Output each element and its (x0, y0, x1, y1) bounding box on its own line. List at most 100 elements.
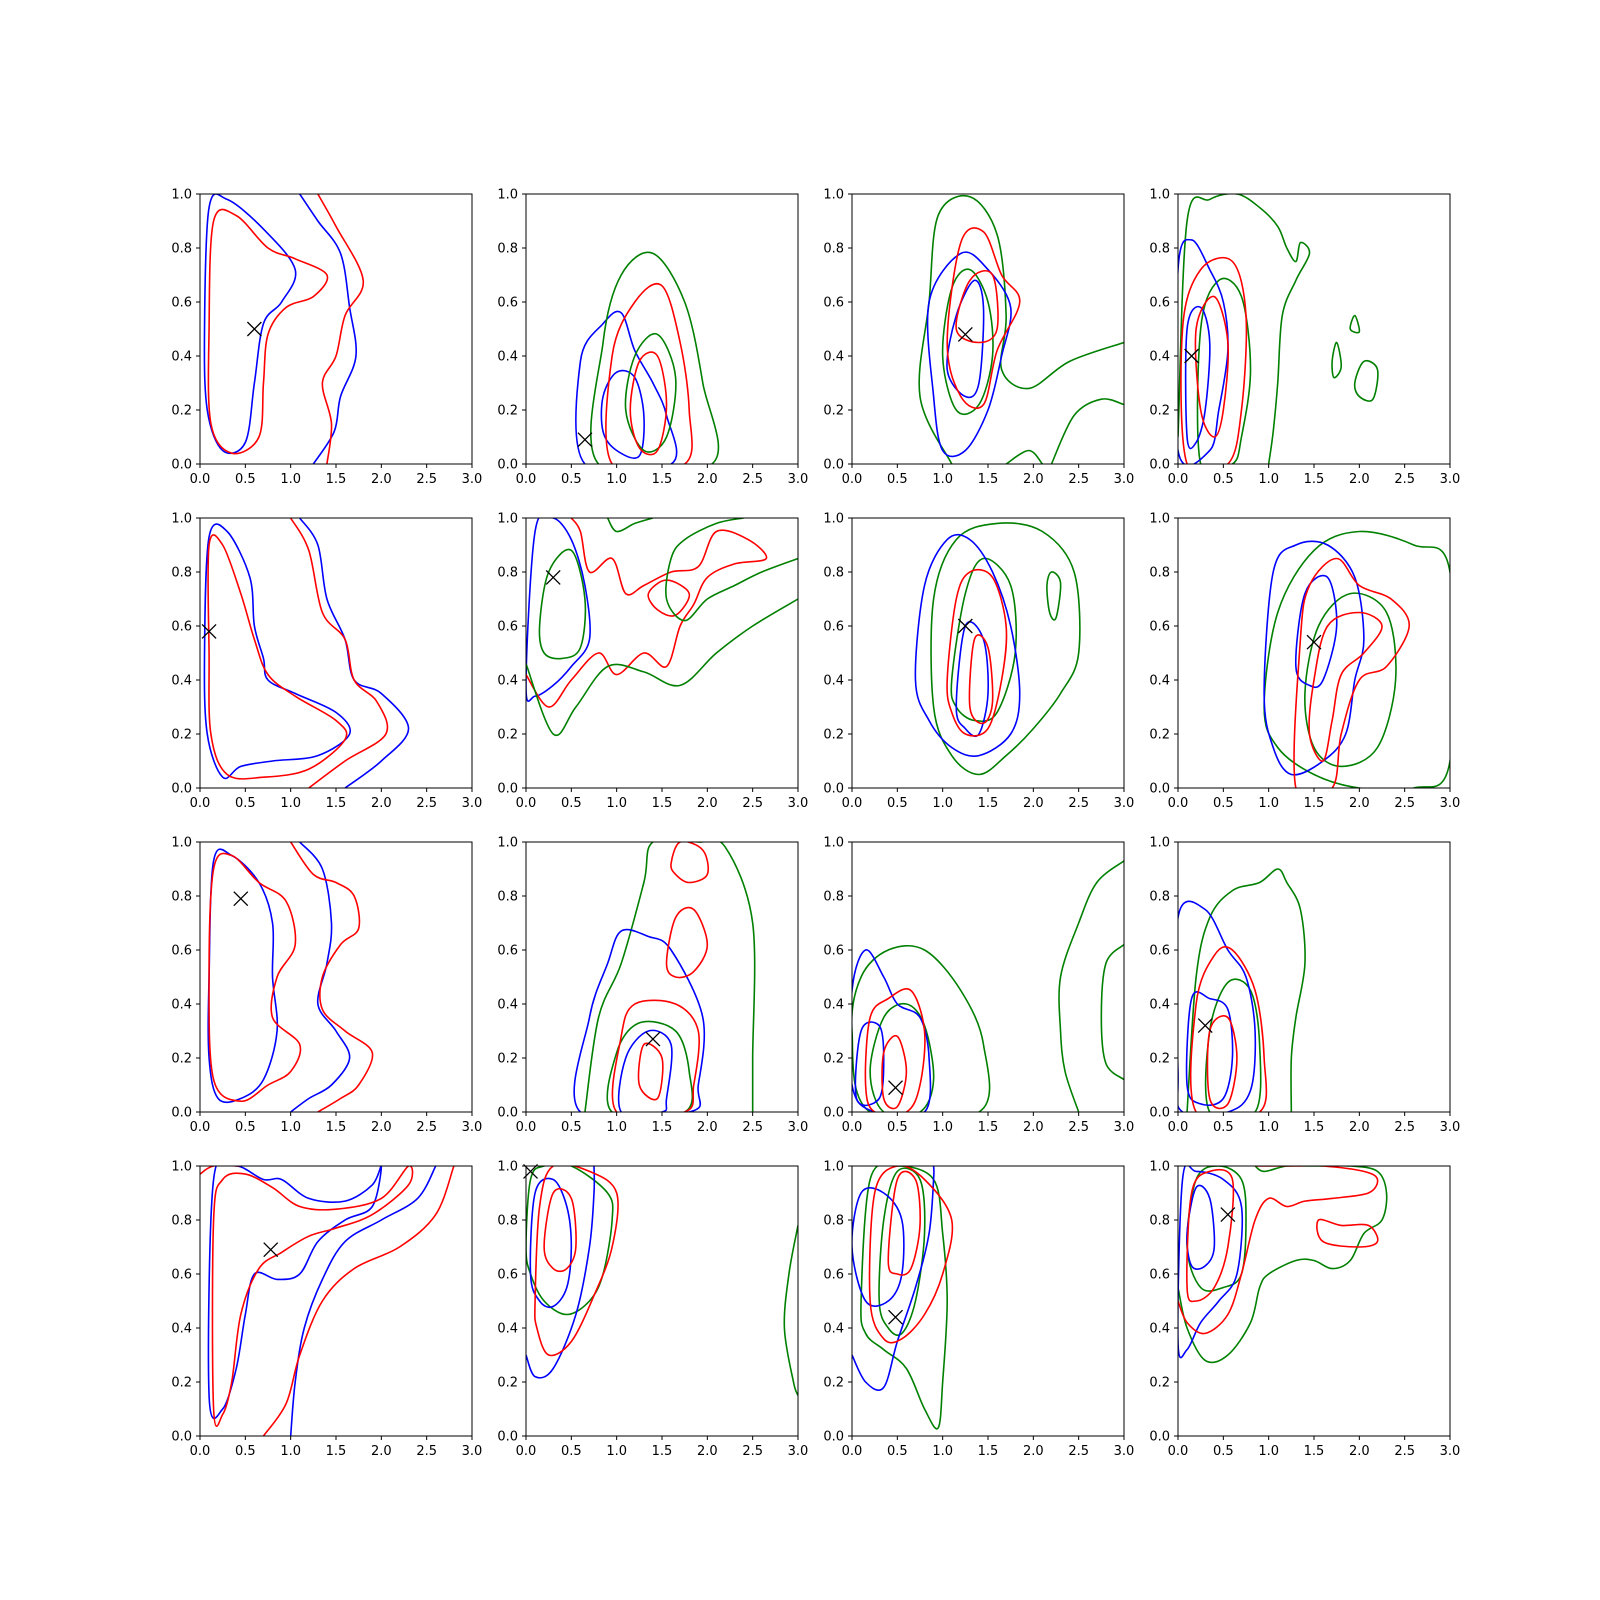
contour-red-3 (207, 534, 348, 780)
x-tick-label: 0.0 (190, 1444, 211, 1459)
x-tick-label: 1.5 (1304, 1120, 1325, 1135)
y-tick-label: 1.0 (497, 836, 518, 851)
contour-red-4 (647, 579, 691, 617)
y-tick-label: 0.2 (497, 1052, 518, 1067)
subplot-r2-c1: 0.0 0.5 1.0 1.5 2.0 2.5 3.0 0.0 0.2 0.4 0.6 0.8 1.0 (171, 512, 482, 812)
y-tick-label: 0.4 (497, 1322, 518, 1337)
x-tick-label: 2.5 (1394, 1120, 1415, 1135)
contour-blue-4 (529, 1177, 573, 1309)
contour-red-5 (262, 1166, 455, 1436)
x-tick-label: 0.5 (1213, 1444, 1234, 1459)
x-tick-label: 1.5 (326, 796, 347, 811)
y-tick-label: 0.4 (497, 674, 518, 689)
contour-red-4 (289, 518, 389, 788)
contour-blue-6 (1178, 238, 1229, 464)
x-tick-label: 2.0 (1349, 1444, 1370, 1459)
y-tick-label: 0.2 (823, 404, 844, 419)
x-tick-label: 2.5 (742, 796, 763, 811)
contour-green-7 (606, 518, 654, 533)
contour-green-2 (606, 1020, 694, 1112)
y-tick-label: 0.8 (823, 566, 844, 581)
contour-red-7 (864, 988, 926, 1112)
y-tick-label: 0.2 (823, 728, 844, 743)
x-tick-label: 2.0 (697, 1120, 718, 1135)
y-tick-label: 0.8 (171, 566, 192, 581)
y-tick-label: 0.0 (823, 458, 844, 473)
x-tick-label: 2.5 (416, 472, 437, 487)
contour-blue-7 (1184, 305, 1211, 450)
x-tick-label: 0.0 (190, 796, 211, 811)
x-marker (1197, 1018, 1213, 1034)
x-tick-label: 3.0 (1440, 1444, 1461, 1459)
y-tick-label: 0.6 (823, 1268, 844, 1283)
x-tick-label: 2.5 (1068, 1444, 1089, 1459)
contour-layer (852, 1166, 954, 1430)
x-tick-label: 3.0 (1114, 796, 1135, 811)
contour-green-5 (526, 598, 798, 737)
x-tick-label: 0.5 (887, 796, 908, 811)
x-tick-label: 2.0 (1349, 472, 1370, 487)
y-tick-label: 0.6 (1149, 296, 1170, 311)
contour-blue-2 (600, 369, 645, 459)
x-tick-label: 0.0 (842, 796, 863, 811)
contour-blue-5 (852, 949, 932, 1112)
contour-blue-6 (854, 1021, 885, 1107)
y-tick-label: 0.8 (171, 890, 192, 905)
x-tick-label: 3.0 (788, 796, 809, 811)
contour-layer (207, 842, 374, 1112)
contour-layer (203, 518, 410, 788)
y-tick-label: 0.8 (1149, 1214, 1170, 1229)
y-tick-label: 0.8 (497, 1214, 518, 1229)
subplot-r4-c4: 0.0 0.5 1.0 1.5 2.0 2.5 3.0 0.0 0.2 0.4 0.6 0.8 1.0 (1149, 1160, 1460, 1460)
x-marker (1184, 348, 1200, 364)
x-tick-label: 2.0 (1349, 1120, 1370, 1135)
y-tick-label: 0.4 (497, 350, 518, 365)
subplot-r1-c3: 0.0 0.5 1.0 1.5 2.0 2.5 3.0 0.0 0.2 0.4 0.6 0.8 1.0 (823, 188, 1134, 488)
contour-red-6 (1178, 1166, 1379, 1335)
subplot-r1-c2: 0.0 0.5 1.0 1.5 2.0 2.5 3.0 0.0 0.2 0.4 0.6 0.8 1.0 (497, 188, 808, 488)
x-tick-label: 0.5 (235, 1444, 256, 1459)
x-tick-label: 0.5 (561, 472, 582, 487)
x-tick-label: 1.0 (606, 1120, 627, 1135)
x-tick-label: 2.0 (697, 1444, 718, 1459)
y-tick-label: 0.4 (823, 674, 844, 689)
y-tick-label: 1.0 (497, 1160, 518, 1175)
contour-layer (918, 195, 1124, 464)
y-tick-label: 0.2 (1149, 1052, 1170, 1067)
x-marker (1306, 634, 1322, 650)
contour-green-1 (1263, 530, 1450, 788)
subplot-r3-c1: 0.0 0.5 1.0 1.5 2.0 2.5 3.0 0.0 0.2 0.4 0.6 0.8 1.0 (171, 836, 482, 1136)
y-tick-label: 0.4 (823, 350, 844, 365)
y-tick-label: 0.4 (171, 998, 192, 1013)
contour-blue-4 (617, 1029, 673, 1112)
contour-red-3 (526, 518, 768, 708)
contour-red-5 (868, 1166, 954, 1344)
subplot-r2-c3: 0.0 0.5 1.0 1.5 2.0 2.5 3.0 0.0 0.2 0.4 0.6 0.8 1.0 (823, 512, 1134, 812)
y-tick-label: 0.0 (823, 782, 844, 797)
y-tick-label: 0.8 (823, 242, 844, 257)
contour-red-7 (1316, 1218, 1379, 1248)
contour-blue-1 (207, 848, 279, 1104)
contour-red-5 (1293, 557, 1411, 788)
x-tick-label: 3.0 (1440, 796, 1461, 811)
y-tick-label: 0.8 (171, 1214, 192, 1229)
x-tick-label: 1.0 (932, 1444, 953, 1459)
contour-green-1 (584, 842, 756, 1112)
y-tick-label: 0.8 (497, 242, 518, 257)
axes-frame (1177, 841, 1451, 1113)
x-tick-label: 1.0 (1258, 472, 1279, 487)
x-tick-label: 2.5 (416, 1120, 437, 1135)
y-tick-label: 0.4 (171, 1322, 192, 1337)
y-tick-label: 0.2 (1149, 1376, 1170, 1391)
x-tick-label: 2.0 (1023, 1444, 1044, 1459)
contour-green-1 (1186, 868, 1306, 1112)
contour-blue-1 (207, 1166, 383, 1420)
contour-blue-1 (575, 310, 678, 464)
x-tick-label: 1.5 (1304, 796, 1325, 811)
subplot-r3-c3: 0.0 0.5 1.0 1.5 2.0 2.5 3.0 0.0 0.2 0.4 0.6 0.8 1.0 (823, 836, 1134, 1136)
contour-red-7 (968, 634, 994, 725)
contour-blue-3 (852, 1166, 935, 1391)
x-tick-label: 3.0 (788, 472, 809, 487)
y-tick-label: 0.2 (823, 1376, 844, 1391)
axes-frame (851, 193, 1125, 465)
